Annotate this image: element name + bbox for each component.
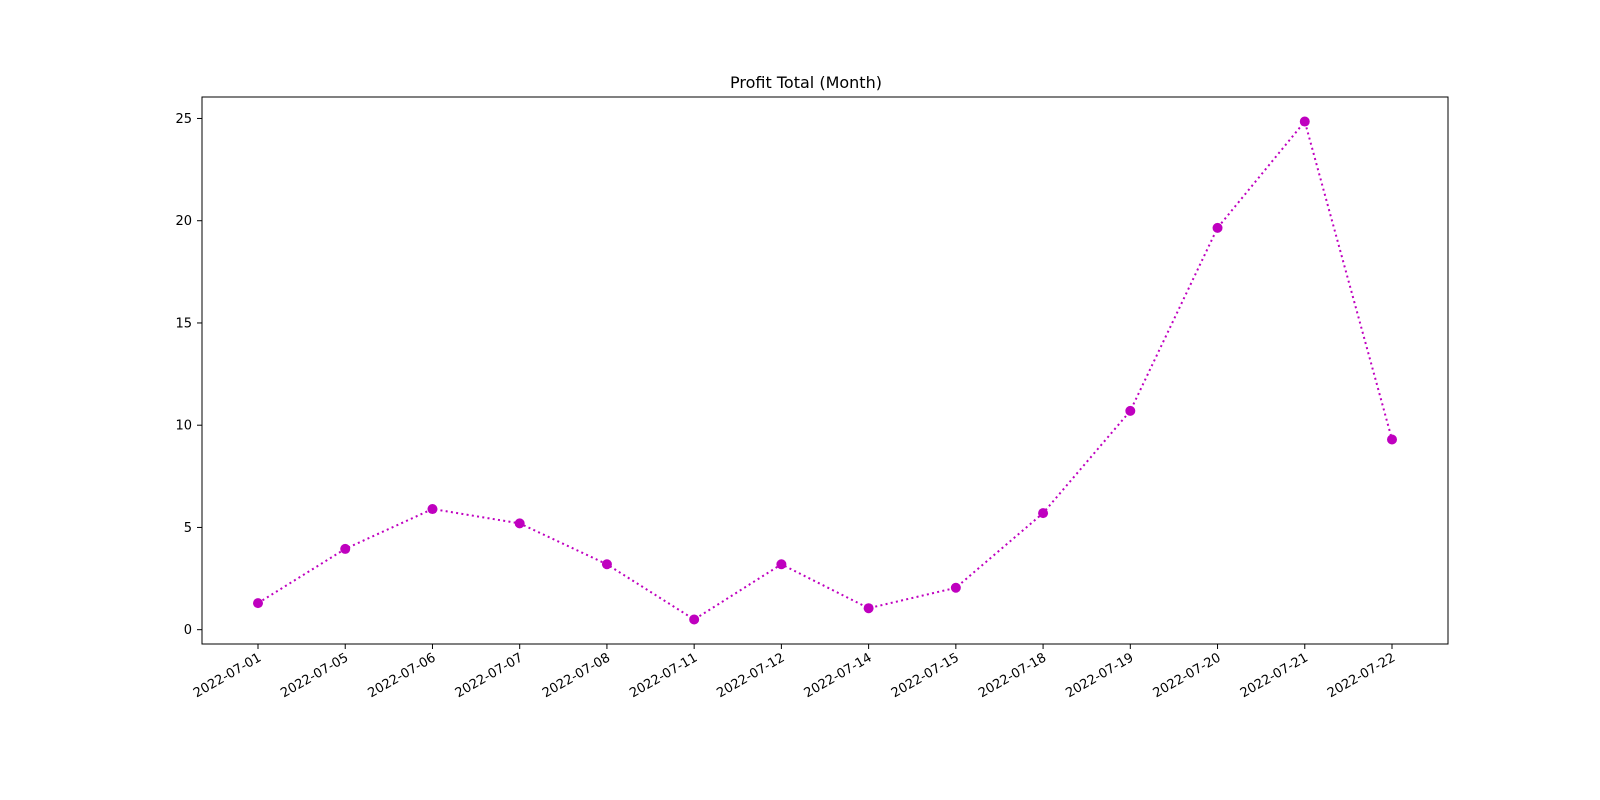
data-point <box>863 603 874 614</box>
data-point <box>1299 116 1310 127</box>
data-point <box>689 614 700 625</box>
data-point <box>950 582 961 593</box>
data-point <box>514 518 525 529</box>
data-point <box>427 504 438 515</box>
y-tick-label: 25 <box>175 112 192 127</box>
data-point <box>1125 405 1136 416</box>
chart-title: Profit Total (Month) <box>730 73 882 92</box>
y-tick-label: 5 <box>184 521 192 536</box>
data-point <box>1038 508 1049 519</box>
y-tick-label: 0 <box>184 623 192 638</box>
y-tick-label: 10 <box>175 419 192 434</box>
data-point <box>776 559 787 570</box>
data-point <box>340 543 351 554</box>
axes-frame <box>201 96 1449 645</box>
data-point <box>253 598 263 609</box>
series-line <box>257 119 1393 621</box>
data-point <box>1387 434 1397 445</box>
y-tick-label: 20 <box>175 214 192 229</box>
y-tick-label: 15 <box>175 316 192 331</box>
data-point <box>1212 222 1223 233</box>
data-point <box>601 559 612 570</box>
